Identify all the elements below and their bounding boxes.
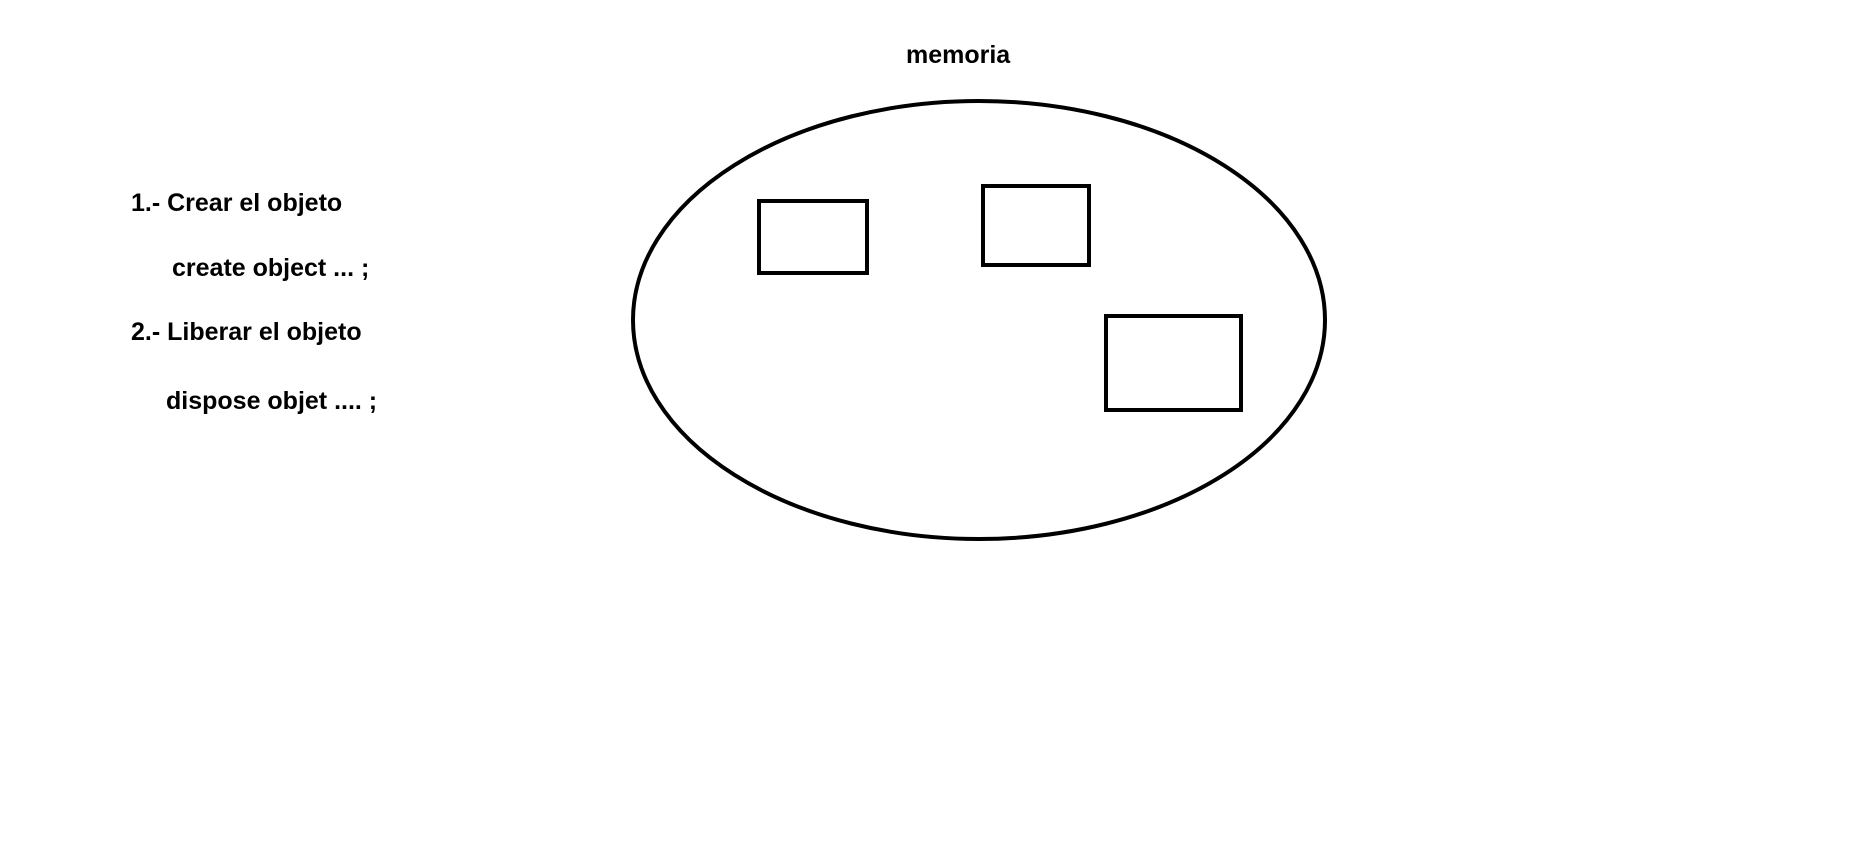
- memory-object-3: [1104, 314, 1243, 412]
- step-1-heading: 1.- Crear el objeto: [131, 189, 343, 217]
- memory-ellipse: [631, 99, 1327, 541]
- memory-object-1: [757, 199, 869, 275]
- step-1-code: create object ... ;: [172, 254, 370, 282]
- memory-object-2: [981, 184, 1091, 267]
- step-2-heading: 2.- Liberar el objeto: [131, 318, 362, 346]
- step-2-code: dispose objet .... ;: [166, 387, 378, 415]
- memory-title: memoria: [906, 41, 1011, 69]
